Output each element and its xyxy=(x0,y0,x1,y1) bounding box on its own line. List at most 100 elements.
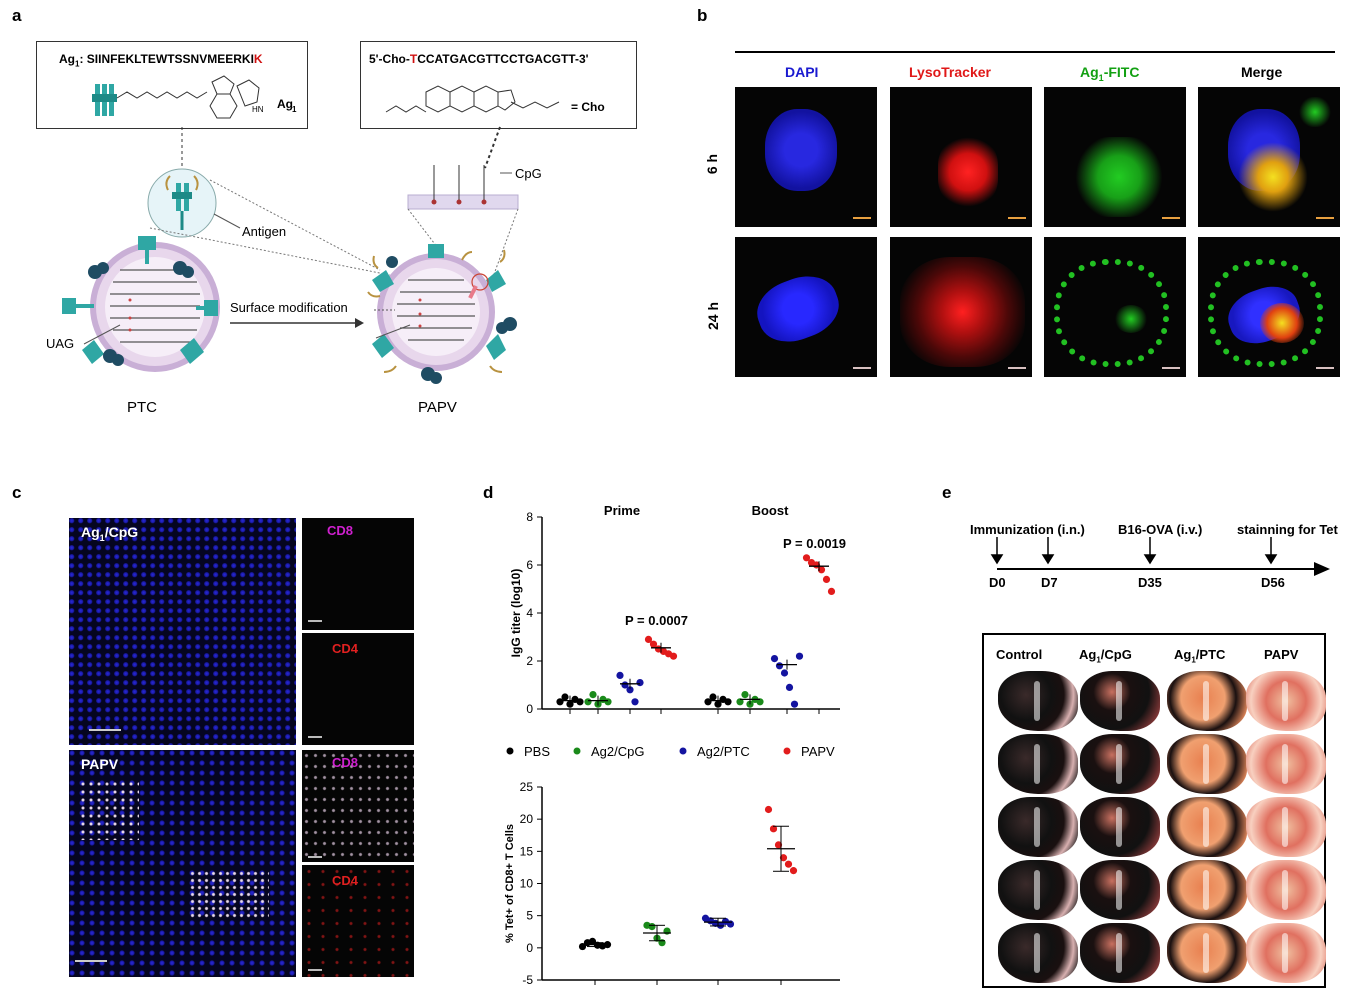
lung-photo xyxy=(998,860,1078,920)
micrograph-ag1-cpg-cd8: CD8 xyxy=(302,518,414,630)
panel-c: Ag1/CpG CD8 CD4 PAPV CD8 CD4 xyxy=(0,500,430,990)
lung-photo-grid: Control Ag1/CpG Ag1/PTC PAPV xyxy=(982,633,1326,988)
micrograph-papv-merge: PAPV xyxy=(69,750,296,977)
micrograph-6h-merge xyxy=(1198,87,1340,227)
data-point-igg-boost xyxy=(827,587,836,595)
y-tick-label-igg: 0 xyxy=(526,702,533,716)
lung-photo xyxy=(1080,860,1160,920)
data-point-igg-boost xyxy=(817,566,826,574)
y-tick-label-igg: 4 xyxy=(526,606,533,620)
lung-photo xyxy=(1167,734,1247,794)
legend-marker xyxy=(679,747,687,755)
group-ag1-ptc-label: Ag1/PTC xyxy=(1174,647,1226,665)
micrograph-papv-cd8: CD8 xyxy=(302,750,414,862)
p-value-prime: P = 0.0007 xyxy=(625,613,688,628)
data-point-igg-prime xyxy=(636,679,644,687)
lung-photo xyxy=(1246,860,1326,920)
panel-a: Ag1: SIINFEKLTEWTSSNVMEERKIK HN Ag 1 5'-… xyxy=(0,0,690,440)
data-point-igg-prime xyxy=(589,691,597,699)
immunization-label: Immunization (i.n.) xyxy=(970,522,1085,537)
lung-photo xyxy=(998,734,1078,794)
cholesterol-structure xyxy=(385,85,560,113)
papv-label: PAPV xyxy=(418,399,457,416)
legend-label-3: PAPV xyxy=(801,744,835,759)
cho-equals-label: = Cho xyxy=(571,100,605,114)
treatment-timeline xyxy=(990,537,1330,576)
y-tick-label-igg: 6 xyxy=(526,558,533,572)
data-point-igg-boost xyxy=(770,655,779,663)
data-point-igg-boost xyxy=(790,700,799,708)
data-point-igg-boost xyxy=(795,652,804,660)
data-point-igg-prime xyxy=(616,671,624,679)
lung-photo xyxy=(1167,860,1247,920)
data-point-tet xyxy=(789,867,798,875)
lung-photo xyxy=(1167,671,1247,731)
legend-marker xyxy=(573,747,581,755)
lung-photo xyxy=(1080,923,1160,983)
data-point-tet xyxy=(769,825,778,833)
y-tick-label-igg: 8 xyxy=(526,510,533,524)
day-d35: D35 xyxy=(1138,575,1162,590)
micrograph-papv-cd4: CD4 xyxy=(302,865,414,977)
cd4-label-top: CD4 xyxy=(332,641,359,656)
data-point-igg-prime xyxy=(649,640,658,648)
data-point-igg-boost xyxy=(709,693,717,701)
lung-photo xyxy=(1080,734,1160,794)
y-tick-label-tet: 25 xyxy=(520,780,534,794)
cho-structure-box: 5'-Cho-TCCATGACGTTCCTGACGTT-3' = Cho xyxy=(360,41,637,129)
group-title-boost: Boost xyxy=(752,503,790,518)
lung-photo xyxy=(1246,923,1326,983)
y-tick-label-tet: 15 xyxy=(520,844,534,858)
data-point-igg-prime xyxy=(631,698,639,706)
ag1-fitc-column-label: Ag1-FITC xyxy=(1080,64,1140,83)
data-point-tet xyxy=(774,841,783,849)
lung-photo xyxy=(998,923,1078,983)
antigen-label: Antigen xyxy=(242,224,287,239)
lung-photo xyxy=(1080,797,1160,857)
cd4-label-bottom: CD4 xyxy=(332,873,359,888)
data-point-tet xyxy=(658,939,666,947)
legend-marker xyxy=(506,747,514,755)
lysotracker-column-label: LysoTracker xyxy=(909,64,991,80)
data-point-tet xyxy=(588,937,597,945)
data-point-tet xyxy=(764,805,773,814)
data-point-igg-boost xyxy=(780,669,789,677)
lung-photo xyxy=(1080,671,1160,731)
y-axis-label-tet: % Tet+ of CD8+ T Cells xyxy=(504,824,516,943)
cho-sequence: 5'-Cho-TCCATGACGTTCCTGACGTT-3' xyxy=(369,52,589,66)
panel-e: Immunization (i.n.) B16-OVA (i.v.) stain… xyxy=(950,505,1360,1000)
y-tick-label-tet: 20 xyxy=(520,812,534,826)
micrograph-24h-lysotracker xyxy=(890,237,1032,377)
panel-letter-b: b xyxy=(697,6,708,25)
group-title-prime: Prime xyxy=(604,503,640,518)
legend-marker xyxy=(783,747,791,755)
data-point-igg-boost xyxy=(775,662,784,670)
b16-ova-label: B16-OVA (i.v.) xyxy=(1118,522,1203,537)
legend-label-2: Ag2/PTC xyxy=(697,744,750,759)
data-point-igg-boost xyxy=(741,691,749,699)
papv-image-label: PAPV xyxy=(81,756,119,772)
y-axis-label-igg: IgG titer (log10) xyxy=(509,569,523,658)
lung-photo xyxy=(1167,923,1247,983)
p-value-boost: P = 0.0019 xyxy=(783,536,846,551)
svg-text:HN: HN xyxy=(252,105,264,114)
ag1-chemical-structure: HN Ag 1 xyxy=(92,75,297,119)
panel-b-rule xyxy=(735,51,1335,53)
group-control-label: Control xyxy=(996,647,1043,662)
y-tick-label-tet: 5 xyxy=(526,909,533,923)
micrograph-24h-dapi xyxy=(735,237,877,377)
lung-photo xyxy=(1167,797,1247,857)
group-ag1-cpg-label: Ag1/CpG xyxy=(1079,647,1132,665)
y-tick-label-igg: 2 xyxy=(526,654,533,668)
day-d7: D7 xyxy=(1041,575,1058,590)
lung-photo xyxy=(998,671,1078,731)
panel-letter-a: a xyxy=(12,6,22,25)
row-24h-label: 24 h xyxy=(705,301,722,331)
data-point-tet xyxy=(779,854,788,862)
uag-label: UAG xyxy=(46,336,75,351)
cd8-label-bottom: CD8 xyxy=(332,755,359,770)
dapi-column-label: DAPI xyxy=(785,64,819,80)
panel-letter-c: c xyxy=(12,483,22,502)
ptc-label: PTC xyxy=(127,399,157,416)
panel-d-charts: 0 2 4 6 8 IgG titer (log10) Prime Boost P = 0.00… xyxy=(504,503,846,987)
